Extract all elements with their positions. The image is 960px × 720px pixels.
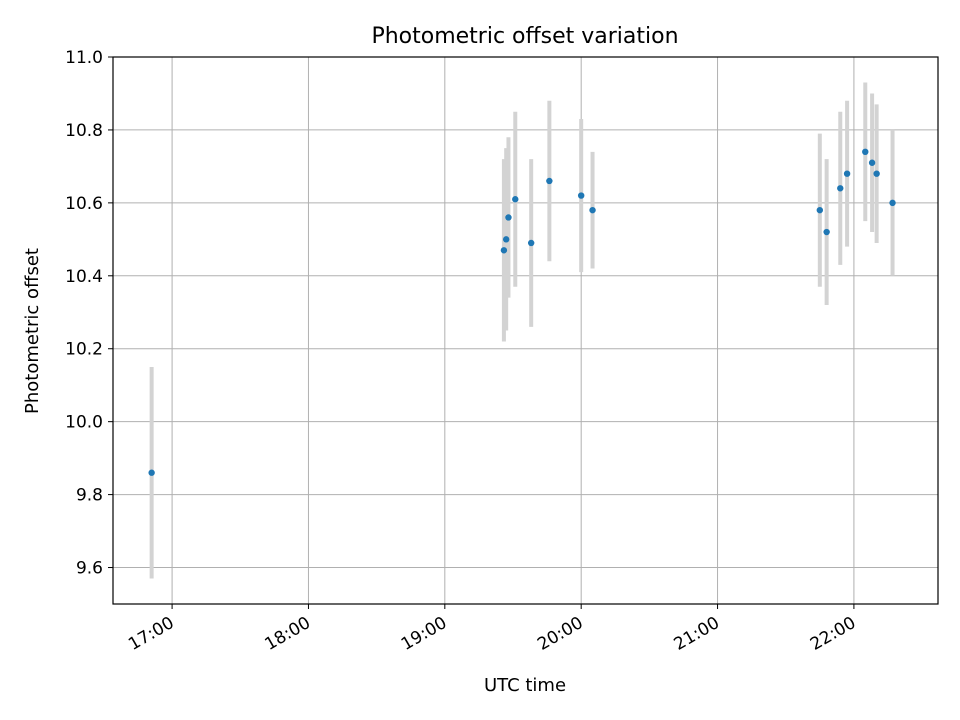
y-tick-label: 10.6 [65,194,103,214]
y-tick-label: 10.8 [65,121,103,141]
data-point [505,214,512,221]
data-point [577,192,585,199]
data-point [868,159,876,166]
data-point [837,185,844,192]
y-tick-label: 10.0 [65,413,103,433]
data-point [546,177,553,185]
data-point [500,247,508,254]
data-point [816,206,824,214]
data-point [862,148,869,156]
data-point [512,196,519,203]
data-points [148,148,896,476]
data-point [873,170,880,177]
data-point [589,206,596,214]
data-point [502,236,510,243]
chart-title: Photometric offset variation [371,24,678,49]
y-tick-label: 9.8 [76,486,103,506]
y-ticks: 9.6 9.8 10.0 10.2 10.4 10.6 10.8 11.0 [65,48,113,579]
y-axis-label: Photometric offset [22,248,43,414]
y-tick-label: 10.4 [65,267,103,287]
data-point [889,199,896,207]
x-axis-label: UTC time [484,675,566,696]
data-point [823,228,830,236]
y-tick-label: 11.0 [65,48,103,68]
data-point [843,170,851,177]
data-point [527,239,535,247]
data-point [148,469,155,476]
y-tick-label: 9.6 [76,559,103,579]
y-tick-label: 10.2 [65,340,103,360]
plot-frame [112,56,939,605]
